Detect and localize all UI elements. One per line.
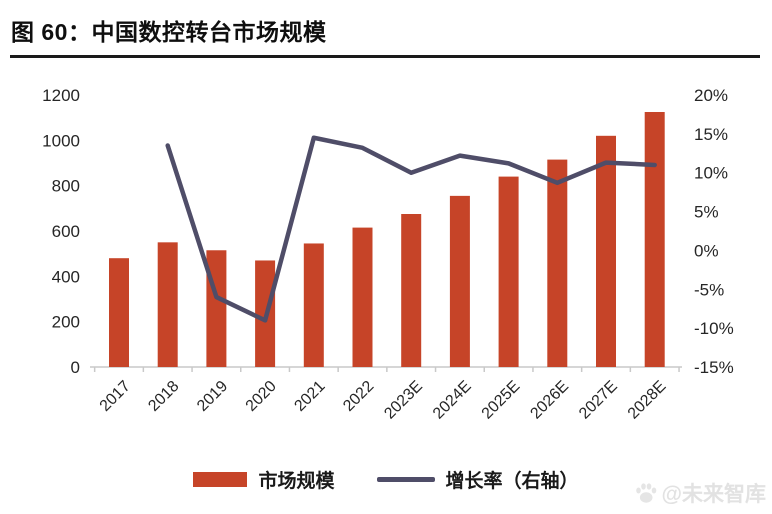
- svg-text:-5%: -5%: [694, 280, 724, 299]
- page-title: 图 60：中国数控转台市场规模: [11, 19, 327, 45]
- svg-text:-15%: -15%: [694, 358, 734, 377]
- svg-text:10%: 10%: [694, 164, 728, 183]
- svg-text:600: 600: [52, 222, 80, 241]
- svg-text:200: 200: [52, 313, 80, 332]
- svg-text:2026E: 2026E: [527, 378, 572, 423]
- svg-text:2017: 2017: [97, 378, 134, 415]
- legend-label-market-size: 市场规模: [258, 471, 335, 492]
- svg-text:2027E: 2027E: [576, 378, 621, 423]
- svg-text:2019: 2019: [194, 378, 231, 415]
- svg-text:2022: 2022: [340, 378, 377, 415]
- svg-text:2020: 2020: [243, 378, 280, 415]
- svg-text:2024E: 2024E: [430, 378, 475, 423]
- svg-text:2018: 2018: [145, 378, 182, 415]
- svg-text:2021: 2021: [291, 378, 328, 415]
- svg-text:2023E: 2023E: [381, 378, 426, 423]
- svg-text:0: 0: [71, 358, 80, 377]
- svg-text:1000: 1000: [42, 131, 80, 150]
- svg-text:800: 800: [52, 177, 80, 196]
- legend-label-growth-rate: 增长率（右轴）: [445, 471, 579, 492]
- line-swatch-icon: [376, 477, 435, 482]
- market-size-combo-chart: 0 200 400 600 800 1000 1200 20% 15% 10% 5% 0% -5% -10…: [42, 86, 734, 423]
- svg-text:2025E: 2025E: [479, 378, 524, 423]
- svg-text:400: 400: [52, 267, 80, 286]
- svg-text:-10%: -10%: [694, 319, 734, 338]
- title-divider: [10, 55, 760, 58]
- svg-text:20%: 20%: [694, 86, 728, 105]
- legend: 市场规模 增长率（右轴）: [0, 466, 772, 493]
- svg-text:5%: 5%: [694, 203, 719, 222]
- svg-text:1200: 1200: [42, 86, 80, 105]
- watermark-text: @未来智库: [661, 483, 766, 506]
- watermark: @未来智库: [634, 478, 766, 508]
- svg-text:0%: 0%: [694, 241, 719, 260]
- svg-text:15%: 15%: [694, 125, 728, 144]
- legend-item-market-size: 市场规模: [193, 466, 335, 493]
- legend-item-growth-rate: 增长率（右轴）: [376, 466, 579, 493]
- bar-swatch-icon: [193, 472, 248, 487]
- svg-text:2028E: 2028E: [625, 378, 670, 423]
- paw-icon: [635, 483, 656, 503]
